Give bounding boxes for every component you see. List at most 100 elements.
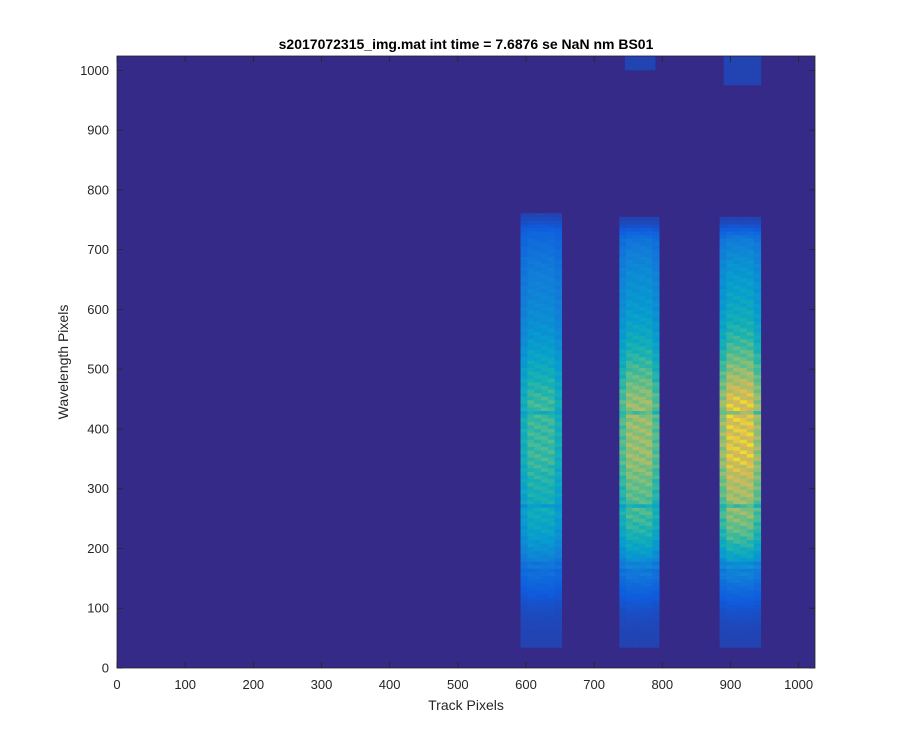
heatmap-cell	[740, 252, 748, 257]
heatmap-cell	[746, 439, 755, 444]
heatmap-cell	[632, 310, 640, 315]
heatmap-cell	[625, 532, 634, 537]
heatmap-cell	[719, 381, 727, 386]
heatmap-cell	[652, 231, 660, 236]
heatmap-cell	[726, 517, 734, 523]
heatmap-cell	[740, 435, 748, 440]
heatmap-cell	[740, 457, 748, 462]
heatmap-cell	[625, 385, 634, 390]
heatmap-cell	[527, 327, 535, 333]
heatmap-cell	[726, 424, 734, 429]
heatmap-cell	[733, 553, 741, 559]
heatmap-cell	[652, 485, 660, 490]
heatmap-cell	[540, 238, 549, 243]
heatmap-cell	[554, 385, 563, 390]
heatmap-cell	[652, 492, 660, 498]
heatmap-cell	[547, 270, 556, 275]
heatmap-cell	[547, 478, 556, 483]
heatmap-cell	[520, 543, 528, 548]
heatmap-cell	[619, 413, 627, 419]
heatmap-cell	[534, 363, 542, 368]
heatmap-cell	[619, 259, 627, 264]
heatmap-cell	[726, 259, 734, 264]
heatmap-cell	[746, 317, 755, 322]
heatmap-cell	[639, 442, 647, 447]
heatmap-cell	[639, 571, 647, 576]
heatmap-cell	[746, 302, 755, 308]
heatmap-cell	[726, 388, 734, 394]
heatmap-cell	[554, 249, 563, 254]
heatmap-cell	[625, 582, 634, 587]
heatmap-cell	[534, 478, 542, 483]
heatmap-cell	[619, 435, 627, 440]
heatmap-cell	[652, 245, 660, 250]
heatmap-cell	[547, 485, 556, 490]
intensity-band	[719, 216, 762, 648]
heatmap-cell	[554, 227, 563, 232]
heatmap-cell	[645, 403, 653, 408]
heatmap-cell	[632, 453, 640, 458]
heatmap-cell	[540, 578, 549, 584]
heatmap-cell	[746, 643, 755, 648]
heatmap-cell	[540, 338, 549, 343]
heatmap-cell	[652, 396, 660, 401]
heatmap-cell	[746, 507, 755, 512]
heatmap-cell	[719, 439, 727, 444]
heatmap-cell	[619, 449, 627, 455]
heatmap-cell	[540, 525, 549, 530]
heatmap-cell	[625, 241, 634, 247]
heatmap-cell	[652, 428, 660, 433]
heatmap-cell	[753, 589, 762, 594]
heatmap-cell	[527, 517, 535, 523]
heatmap-cell	[719, 604, 727, 609]
heatmap-cell	[554, 295, 563, 300]
heatmap-cell	[740, 482, 748, 487]
heatmap-cell	[733, 360, 741, 365]
heatmap-cell	[527, 274, 535, 279]
heatmap-cell	[726, 335, 734, 340]
heatmap-cell	[619, 338, 627, 343]
heatmap-cell	[733, 249, 741, 254]
heatmap-cell	[625, 568, 634, 573]
heatmap-cell	[554, 403, 563, 408]
heatmap-cell	[652, 288, 660, 293]
heatmap-cell	[652, 517, 660, 523]
heatmap-cell	[753, 550, 762, 555]
heatmap-cell	[726, 643, 734, 648]
heatmap-cell	[746, 403, 755, 408]
heatmap-cell	[740, 292, 748, 297]
heatmap-cell	[652, 284, 660, 290]
heatmap-cell	[520, 510, 528, 516]
heatmap-cell	[719, 442, 727, 447]
heatmap-cell	[520, 492, 528, 498]
heatmap-cell	[645, 492, 653, 498]
heatmap-cell	[625, 586, 634, 591]
x-tick-label: 500	[447, 677, 469, 692]
heatmap-cell	[625, 399, 634, 404]
heatmap-cell	[625, 528, 634, 533]
heatmap-cell	[527, 288, 535, 293]
heatmap-cell	[753, 496, 762, 501]
heatmap-cell	[520, 453, 528, 458]
heatmap-cell	[753, 324, 762, 329]
heatmap-cell	[547, 607, 556, 612]
heatmap-cell	[534, 245, 542, 250]
heatmap-cell	[726, 295, 734, 300]
heatmap-cell	[527, 453, 535, 458]
heatmap-cell	[652, 338, 660, 343]
heatmap-cell	[534, 345, 542, 351]
heatmap-cell	[753, 489, 762, 494]
heatmap-cell	[740, 281, 748, 286]
heatmap-cell	[540, 216, 549, 221]
heatmap-cell	[547, 231, 556, 236]
heatmap-cell	[540, 413, 549, 419]
heatmap-cell	[540, 385, 549, 390]
heatmap-cell	[639, 317, 647, 322]
heatmap-cell	[639, 492, 647, 498]
heatmap-cell	[753, 618, 762, 623]
heatmap-cell	[726, 292, 734, 297]
heatmap-cell	[625, 349, 634, 354]
heatmap-cell	[520, 482, 528, 487]
heatmap-cell	[746, 349, 755, 354]
heatmap-cell	[719, 424, 727, 429]
